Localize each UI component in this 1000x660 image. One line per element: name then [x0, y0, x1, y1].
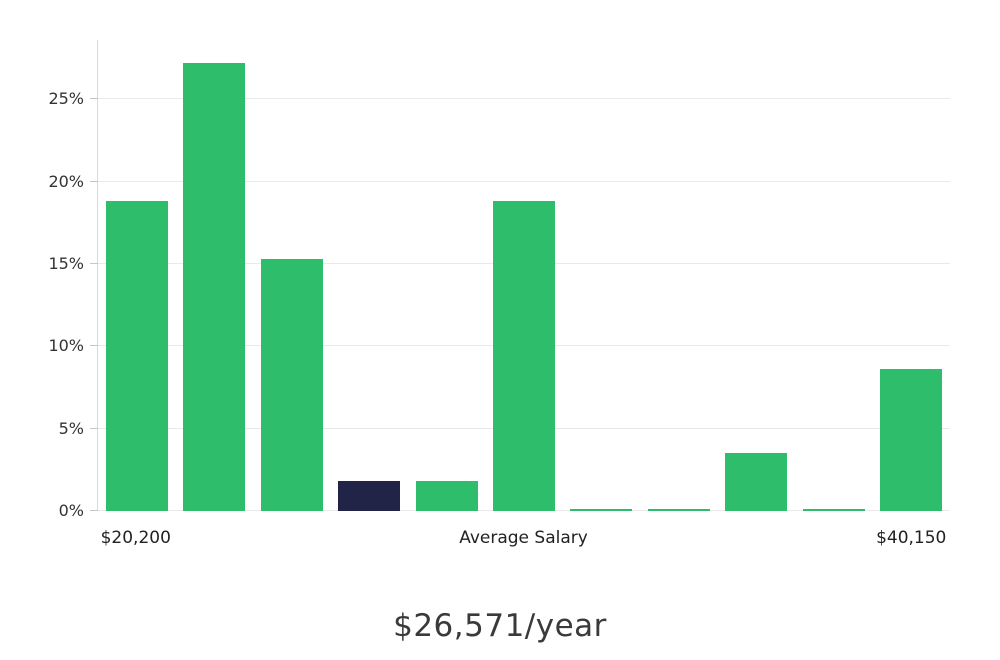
x-axis-label: Average Salary [459, 528, 588, 548]
bar-slot [795, 40, 872, 511]
x-axis-label: $40,150 [876, 528, 947, 548]
bar [725, 453, 788, 511]
bar-slot [563, 40, 640, 511]
bar-slot [253, 40, 330, 511]
bar-slot [718, 40, 795, 511]
y-tick-mark [90, 510, 98, 511]
highlighted-bar [338, 481, 401, 511]
average-salary-title: $26,571/year [393, 608, 607, 644]
y-tick-label: 25% [48, 89, 84, 109]
y-tick-mark [90, 345, 98, 347]
bar [260, 259, 323, 511]
bar-slot [330, 40, 407, 511]
bar [647, 509, 710, 511]
y-tick-mark [90, 262, 98, 264]
y-tick-label: 10% [48, 336, 84, 356]
y-tick-label: 15% [48, 253, 84, 273]
bar-slot [98, 40, 175, 511]
y-tick-label: 0% [58, 501, 84, 520]
x-axis: $20,200 Average Salary $40,150 [97, 528, 950, 554]
y-axis: 0% 5% 10% 15% 20% 25% [0, 40, 84, 519]
bar-slot [640, 40, 717, 511]
bar [183, 63, 246, 511]
bar-slot [485, 40, 562, 511]
y-tick-mark [90, 427, 98, 429]
bar [415, 481, 478, 511]
y-tick-label: 5% [58, 418, 84, 438]
plot-area [90, 40, 950, 511]
bar-slot [408, 40, 485, 511]
x-axis-label: $20,200 [100, 528, 171, 548]
y-tick-mark [90, 98, 98, 100]
gridline [98, 98, 950, 100]
bar [570, 509, 633, 511]
bar [493, 201, 555, 511]
bar [880, 369, 943, 511]
bars-container [98, 40, 950, 511]
bar [105, 201, 168, 511]
y-tick-mark [90, 180, 98, 182]
bar-slot [175, 40, 252, 511]
y-tick-label: 20% [48, 171, 84, 191]
bar-slot [873, 40, 950, 511]
gridline [98, 180, 950, 182]
bar [802, 509, 865, 511]
